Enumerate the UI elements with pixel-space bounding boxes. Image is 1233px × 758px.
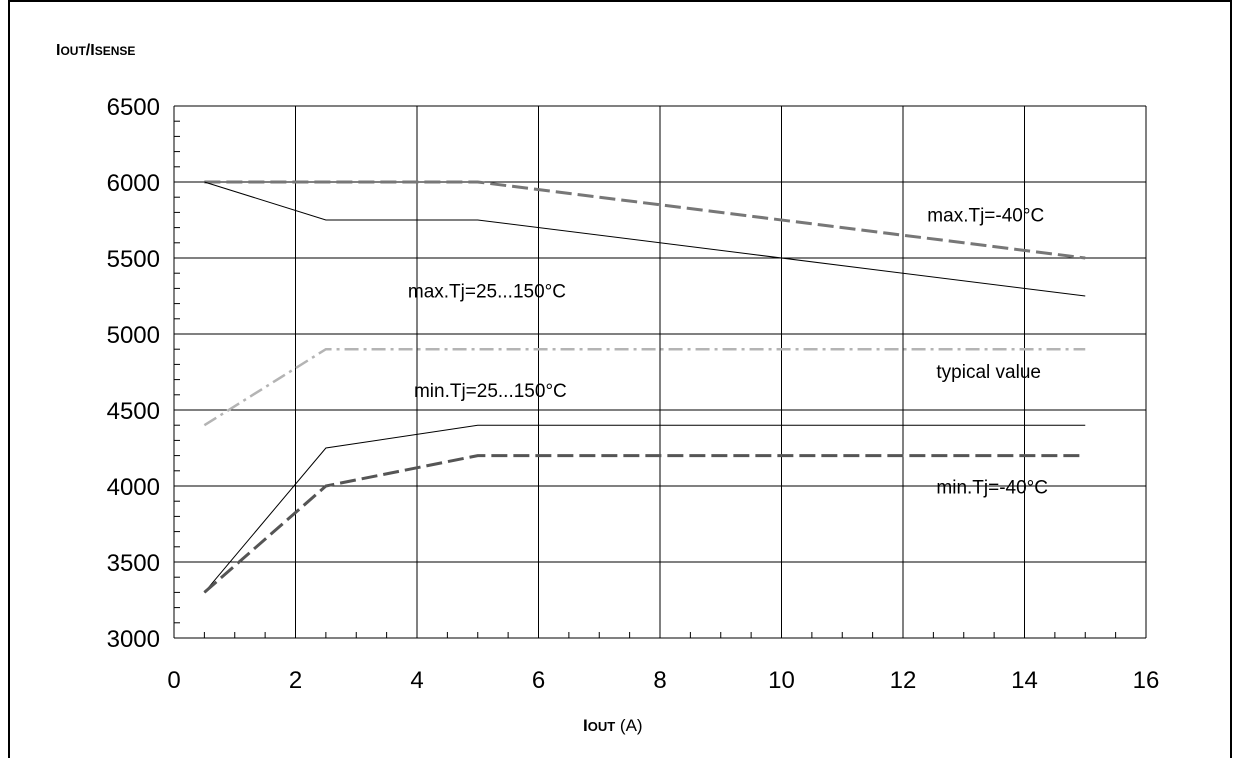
y-axis-title-main: I	[56, 42, 60, 59]
chart: IOUT/ISENSE 0 2 4 6 8 10 12 14 16300035004000450…	[8, 0, 1232, 758]
annotation-layer: max.Tj=-40°C max.Tj=25...150°C typical val…	[408, 206, 1048, 499]
x-tick-label: 12	[890, 667, 917, 694]
y-tick-label: 3500	[107, 550, 160, 577]
x-tick-label: 8	[653, 667, 666, 694]
series-line-min-tj-40-c	[203, 454, 1086, 594]
y-axis-title-sub1: OUT	[60, 44, 86, 58]
x-axis-title: IOUT (A)	[583, 716, 643, 735]
series-annotation: max.Tj=-40°C	[927, 206, 1044, 227]
series-line-min-tj-25-150-c	[203, 424, 1086, 593]
y-tick-label: 5500	[107, 246, 160, 273]
series-line-typical-value	[203, 347, 1086, 427]
x-axis-title-main: I	[583, 716, 588, 735]
x-tick-label: 10	[768, 667, 795, 694]
series-annotation: typical value	[936, 362, 1041, 383]
y-tick-label: 3000	[107, 626, 160, 653]
y-axis-title-mid: /I	[86, 42, 95, 59]
y-tick-label: 6000	[107, 170, 160, 197]
y-tick-label: 5000	[107, 322, 160, 349]
x-tick-label: 14	[1011, 667, 1038, 694]
series-annotation: min.Tj=25...150°C	[414, 381, 567, 402]
x-tick-label: 0	[167, 667, 180, 694]
y-tick-label: 6500	[107, 94, 160, 121]
y-axis-title-sub2: SENSE	[95, 44, 136, 58]
grid-layer	[173, 105, 1147, 639]
x-axis-unit: (A)	[615, 716, 642, 735]
x-tick-label: 4	[410, 667, 423, 694]
x-axis-title-sub: OUT	[588, 719, 616, 734]
minor-ticks	[174, 120, 1117, 638]
y-axis-title: IOUT/ISENSE	[56, 42, 135, 59]
y-tick-label: 4500	[107, 398, 160, 425]
y-tick-label: 4000	[107, 474, 160, 501]
tick-labels: 0 2 4 6 8 10 12 14 16 3000 3500 4000 4500 5000 5500 600…	[107, 94, 1160, 694]
series-line-max-tj-25-150-c	[204, 181, 1086, 297]
x-tick-label: 6	[532, 667, 545, 694]
series-layer	[203, 180, 1086, 594]
x-tick-label: 2	[289, 667, 302, 694]
series-annotation: max.Tj=25...150°C	[408, 282, 566, 303]
x-tick-label: 16	[1133, 667, 1160, 694]
figure-frame: IOUT/ISENSE 0 2 4 6 8 10 12 14 16 3000 3500 4000 450…	[8, 0, 1233, 758]
series-line-max-tj-40-c	[204, 180, 1086, 260]
series-annotation: min.Tj=-40°C	[936, 478, 1048, 499]
